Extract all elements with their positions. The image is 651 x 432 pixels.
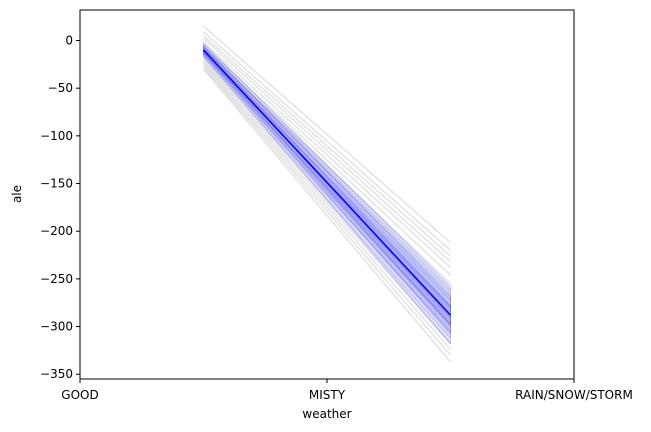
y-tick-label: −150 (40, 177, 73, 191)
sample-line (202, 60, 452, 339)
sample-line (202, 66, 452, 356)
sample-line (202, 47, 452, 285)
y-tick-label: −50 (48, 81, 73, 95)
y-tick-label: −250 (40, 272, 73, 286)
sample-line (202, 44, 452, 276)
y-axis-label: ale (10, 185, 24, 203)
sample-line (202, 38, 452, 263)
confidence-band-area (203, 44, 451, 336)
confidence-band (203, 42, 451, 345)
sample-line (202, 62, 452, 345)
sample-line (202, 64, 452, 350)
y-axis-ticks: 0 −50 −100 −150 −200 −250 −300 −350 (40, 34, 80, 381)
sample-lines (202, 25, 452, 363)
mean-line (202, 49, 452, 316)
x-tick-label: MISTY (309, 388, 346, 402)
sample-line (202, 49, 452, 294)
y-tick-label: 0 (65, 34, 73, 48)
x-tick-label: GOOD (61, 388, 98, 402)
y-tick-label: −100 (40, 129, 73, 143)
y-tick-label: −300 (40, 320, 73, 334)
sample-line (203, 25, 451, 244)
sample-line (202, 55, 452, 318)
sample-line (202, 46, 452, 291)
sample-line (203, 35, 451, 257)
x-axis-label: weather (302, 407, 351, 421)
sample-line (202, 52, 452, 328)
x-axis-ticks: GOOD MISTY RAIN/SNOW/STORM (61, 379, 633, 402)
y-tick-label: −350 (40, 367, 73, 381)
sample-line (202, 53, 452, 309)
sample-line (202, 59, 452, 332)
confidence-band-area (203, 42, 451, 345)
mean-ale-line (202, 49, 452, 316)
x-tick-label: RAIN/SNOW/STORM (515, 388, 633, 402)
y-tick-label: −200 (40, 224, 73, 238)
sample-line (203, 31, 451, 251)
sample-line (202, 57, 452, 326)
sample-line (202, 41, 452, 268)
sample-line (202, 68, 452, 363)
